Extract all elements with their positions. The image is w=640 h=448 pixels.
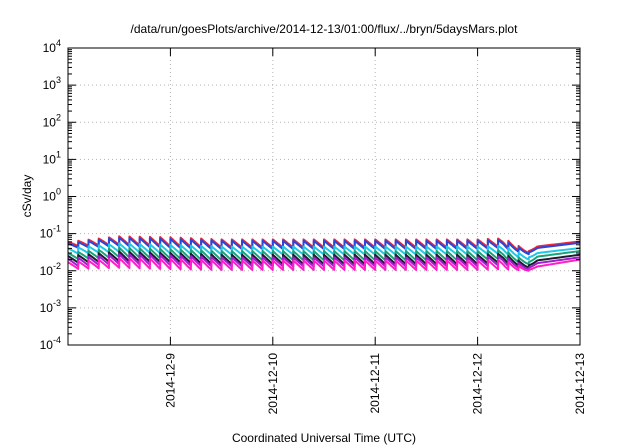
- x-axis-label: Coordinated Universal Time (UTC): [232, 431, 416, 445]
- x-tick-label-3: 2014-12-11: [368, 353, 382, 414]
- y-tick-label: 103: [43, 75, 61, 92]
- tick-marks: [68, 47, 581, 346]
- series-line-7: [67, 257, 581, 272]
- x-tick-labels: 2014-12-9 2014-12-10 2014-12-11 2014-12-12 2…: [163, 353, 587, 415]
- y-tick-label: 100: [43, 187, 61, 204]
- y-tick-labels: 10-4 10-3 10-2 10-1 100 101 102 103 104: [40, 38, 61, 352]
- x-tick-label-5: 2014-12-13: [573, 353, 587, 415]
- series-layer: [67, 235, 581, 272]
- y-tick-label: 101: [43, 149, 61, 166]
- series-line-2: [67, 236, 581, 256]
- y-tick-label: 10-3: [40, 298, 61, 315]
- y-tick-label: 10-4: [40, 335, 61, 352]
- grid-lines: [68, 48, 580, 345]
- y-tick-label: 102: [43, 112, 61, 129]
- y-tick-label: 10-2: [40, 261, 61, 278]
- x-tick-label-1: 2014-12-9: [163, 353, 177, 408]
- y-axis-label: cSv/day: [20, 175, 34, 218]
- chart-title: /data/run/goesPlots/archive/2014-12-13/0…: [131, 22, 519, 36]
- x-tick-label-4: 2014-12-12: [471, 353, 485, 415]
- y-tick-label: 10-1: [40, 224, 61, 241]
- x-tick-label-2: 2014-12-10: [266, 353, 280, 415]
- y-tick-label: 104: [43, 38, 61, 55]
